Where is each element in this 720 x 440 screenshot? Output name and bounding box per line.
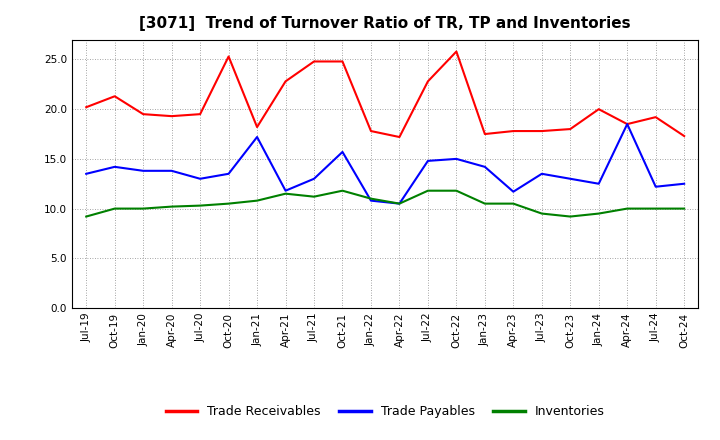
Trade Receivables <box>310 59 318 64</box>
Trade Receivables <box>480 132 489 137</box>
Trade Receivables <box>366 128 375 134</box>
Trade Payables <box>167 168 176 173</box>
Inventories <box>452 188 461 193</box>
Inventories <box>253 198 261 203</box>
Inventories <box>225 201 233 206</box>
Trade Receivables <box>139 111 148 117</box>
Trade Payables <box>680 181 688 187</box>
Inventories <box>623 206 631 211</box>
Trade Receivables <box>566 126 575 132</box>
Trade Payables <box>139 168 148 173</box>
Trade Payables <box>82 171 91 176</box>
Inventories <box>139 206 148 211</box>
Trade Payables <box>452 156 461 161</box>
Trade Payables <box>423 158 432 164</box>
Trade Receivables <box>395 134 404 139</box>
Line: Trade Payables: Trade Payables <box>86 124 684 204</box>
Trade Receivables <box>652 114 660 120</box>
Trade Receivables <box>282 79 290 84</box>
Trade Payables <box>196 176 204 181</box>
Trade Receivables <box>623 121 631 127</box>
Trade Receivables <box>110 94 119 99</box>
Trade Payables <box>395 201 404 206</box>
Inventories <box>196 203 204 208</box>
Trade Payables <box>366 198 375 203</box>
Inventories <box>537 211 546 216</box>
Inventories <box>366 196 375 201</box>
Inventories <box>338 188 347 193</box>
Trade Payables <box>480 164 489 169</box>
Inventories <box>167 204 176 209</box>
Inventories <box>282 191 290 196</box>
Inventories <box>652 206 660 211</box>
Trade Receivables <box>196 111 204 117</box>
Inventories <box>566 214 575 219</box>
Inventories <box>480 201 489 206</box>
Trade Payables <box>338 149 347 154</box>
Inventories <box>595 211 603 216</box>
Trade Payables <box>509 189 518 194</box>
Trade Payables <box>310 176 318 181</box>
Trade Receivables <box>225 54 233 59</box>
Inventories <box>423 188 432 193</box>
Line: Inventories: Inventories <box>86 191 684 216</box>
Legend: Trade Receivables, Trade Payables, Inventories: Trade Receivables, Trade Payables, Inven… <box>161 400 610 423</box>
Trade Receivables <box>537 128 546 134</box>
Trade Receivables <box>595 106 603 112</box>
Inventories <box>82 214 91 219</box>
Trade Payables <box>595 181 603 187</box>
Trade Payables <box>253 134 261 139</box>
Inventories <box>310 194 318 199</box>
Trade Receivables <box>509 128 518 134</box>
Trade Payables <box>566 176 575 181</box>
Inventories <box>395 201 404 206</box>
Trade Receivables <box>253 125 261 130</box>
Trade Receivables <box>338 59 347 64</box>
Inventories <box>509 201 518 206</box>
Trade Payables <box>623 121 631 127</box>
Trade Receivables <box>423 79 432 84</box>
Trade Payables <box>537 171 546 176</box>
Trade Payables <box>225 171 233 176</box>
Trade Receivables <box>452 49 461 54</box>
Line: Trade Receivables: Trade Receivables <box>86 51 684 137</box>
Trade Receivables <box>680 133 688 139</box>
Title: [3071]  Trend of Turnover Ratio of TR, TP and Inventories: [3071] Trend of Turnover Ratio of TR, TP… <box>140 16 631 32</box>
Inventories <box>680 206 688 211</box>
Trade Payables <box>652 184 660 189</box>
Trade Payables <box>282 188 290 193</box>
Trade Receivables <box>167 114 176 119</box>
Trade Receivables <box>82 105 91 110</box>
Inventories <box>110 206 119 211</box>
Trade Payables <box>110 164 119 169</box>
